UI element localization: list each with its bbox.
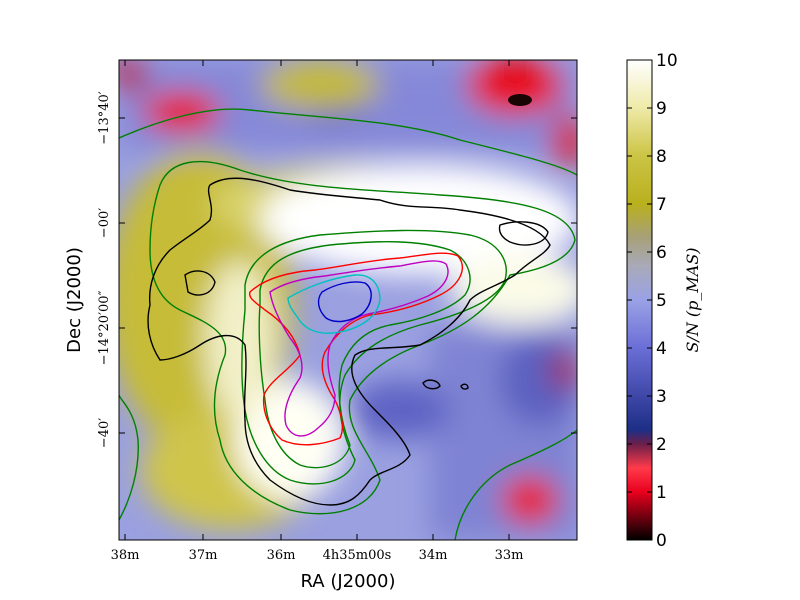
contour-green-4 bbox=[258, 241, 471, 469]
contour-black-island-3 bbox=[422, 379, 441, 390]
contour-green-6 bbox=[454, 429, 577, 540]
contour-magenta bbox=[269, 260, 449, 437]
red-spot-right-mid bbox=[551, 350, 577, 390]
x-tick-label: 38m bbox=[111, 548, 140, 563]
colorbar-tick-label: 1 bbox=[656, 483, 667, 503]
contour-green-5 bbox=[119, 394, 139, 521]
y-axis-title: Dec (J2000) bbox=[64, 247, 85, 353]
colorbar-tick-label: 0 bbox=[656, 531, 667, 551]
colorbar-tick-label: 7 bbox=[656, 195, 667, 215]
contour-black-island-1 bbox=[498, 221, 549, 246]
x-tick-label: 4h35m00s bbox=[323, 548, 392, 563]
colorbar-tick-label: 6 bbox=[656, 243, 667, 263]
x-tick-label: 36m bbox=[267, 548, 296, 563]
plot-frame bbox=[118, 59, 578, 541]
colorbar-tick-label: 8 bbox=[656, 147, 667, 167]
contour-cyan bbox=[287, 274, 381, 334]
colorbar-tick-label: 5 bbox=[656, 291, 667, 311]
yellow-region-top bbox=[260, 60, 380, 110]
black-core-topright bbox=[508, 94, 532, 106]
x-tick-label: 33m bbox=[495, 548, 524, 563]
colorbar-tick-label: 10 bbox=[656, 51, 678, 71]
white-region-lower bbox=[235, 380, 345, 500]
x-tick-label: 37m bbox=[189, 548, 218, 563]
dark-blue-patch-2 bbox=[350, 380, 450, 440]
contour-black-outer bbox=[147, 177, 551, 506]
red-spot-right bbox=[552, 112, 577, 168]
heatmap bbox=[119, 60, 577, 540]
y-ticks bbox=[119, 117, 577, 434]
colorbar-ticks: 0 1 2 3 4 5 6 7 8 9 10 bbox=[627, 51, 678, 551]
contour-green-1 bbox=[119, 108, 577, 176]
y-tick-label: −40′ bbox=[97, 418, 112, 448]
contour-green-3 bbox=[241, 229, 507, 485]
x-ticks bbox=[124, 60, 510, 540]
colorbar-title: S/N (p_MAS) bbox=[683, 247, 702, 352]
colorbar-tick-label: 4 bbox=[656, 339, 667, 359]
contour-black-island-2 bbox=[184, 270, 216, 296]
y-tick-label: −14°20′00″ bbox=[97, 290, 112, 365]
white-region-main bbox=[260, 165, 577, 275]
x-axis-title: RA (J2000) bbox=[301, 571, 396, 592]
contour-green-2 bbox=[149, 160, 576, 515]
y-tick-label: −00′ bbox=[97, 208, 112, 238]
colorbar-tick-label: 9 bbox=[656, 99, 667, 119]
red-spot-bottomright bbox=[502, 476, 558, 524]
colorbar-tick-label: 3 bbox=[656, 387, 667, 407]
contour-black-island-4 bbox=[460, 383, 469, 390]
dark-spot-topleft bbox=[119, 60, 148, 93]
contour-blue bbox=[317, 281, 372, 323]
contour-red bbox=[248, 252, 463, 446]
contours bbox=[119, 108, 577, 540]
x-tick-label: 34m bbox=[419, 548, 448, 563]
white-region-right bbox=[450, 255, 577, 325]
red-spot-topleft bbox=[144, 92, 220, 132]
red-spot-topright bbox=[467, 60, 563, 115]
colorbar-tick-label: 2 bbox=[656, 435, 667, 455]
y-tick-label: −13°40′ bbox=[97, 91, 112, 144]
